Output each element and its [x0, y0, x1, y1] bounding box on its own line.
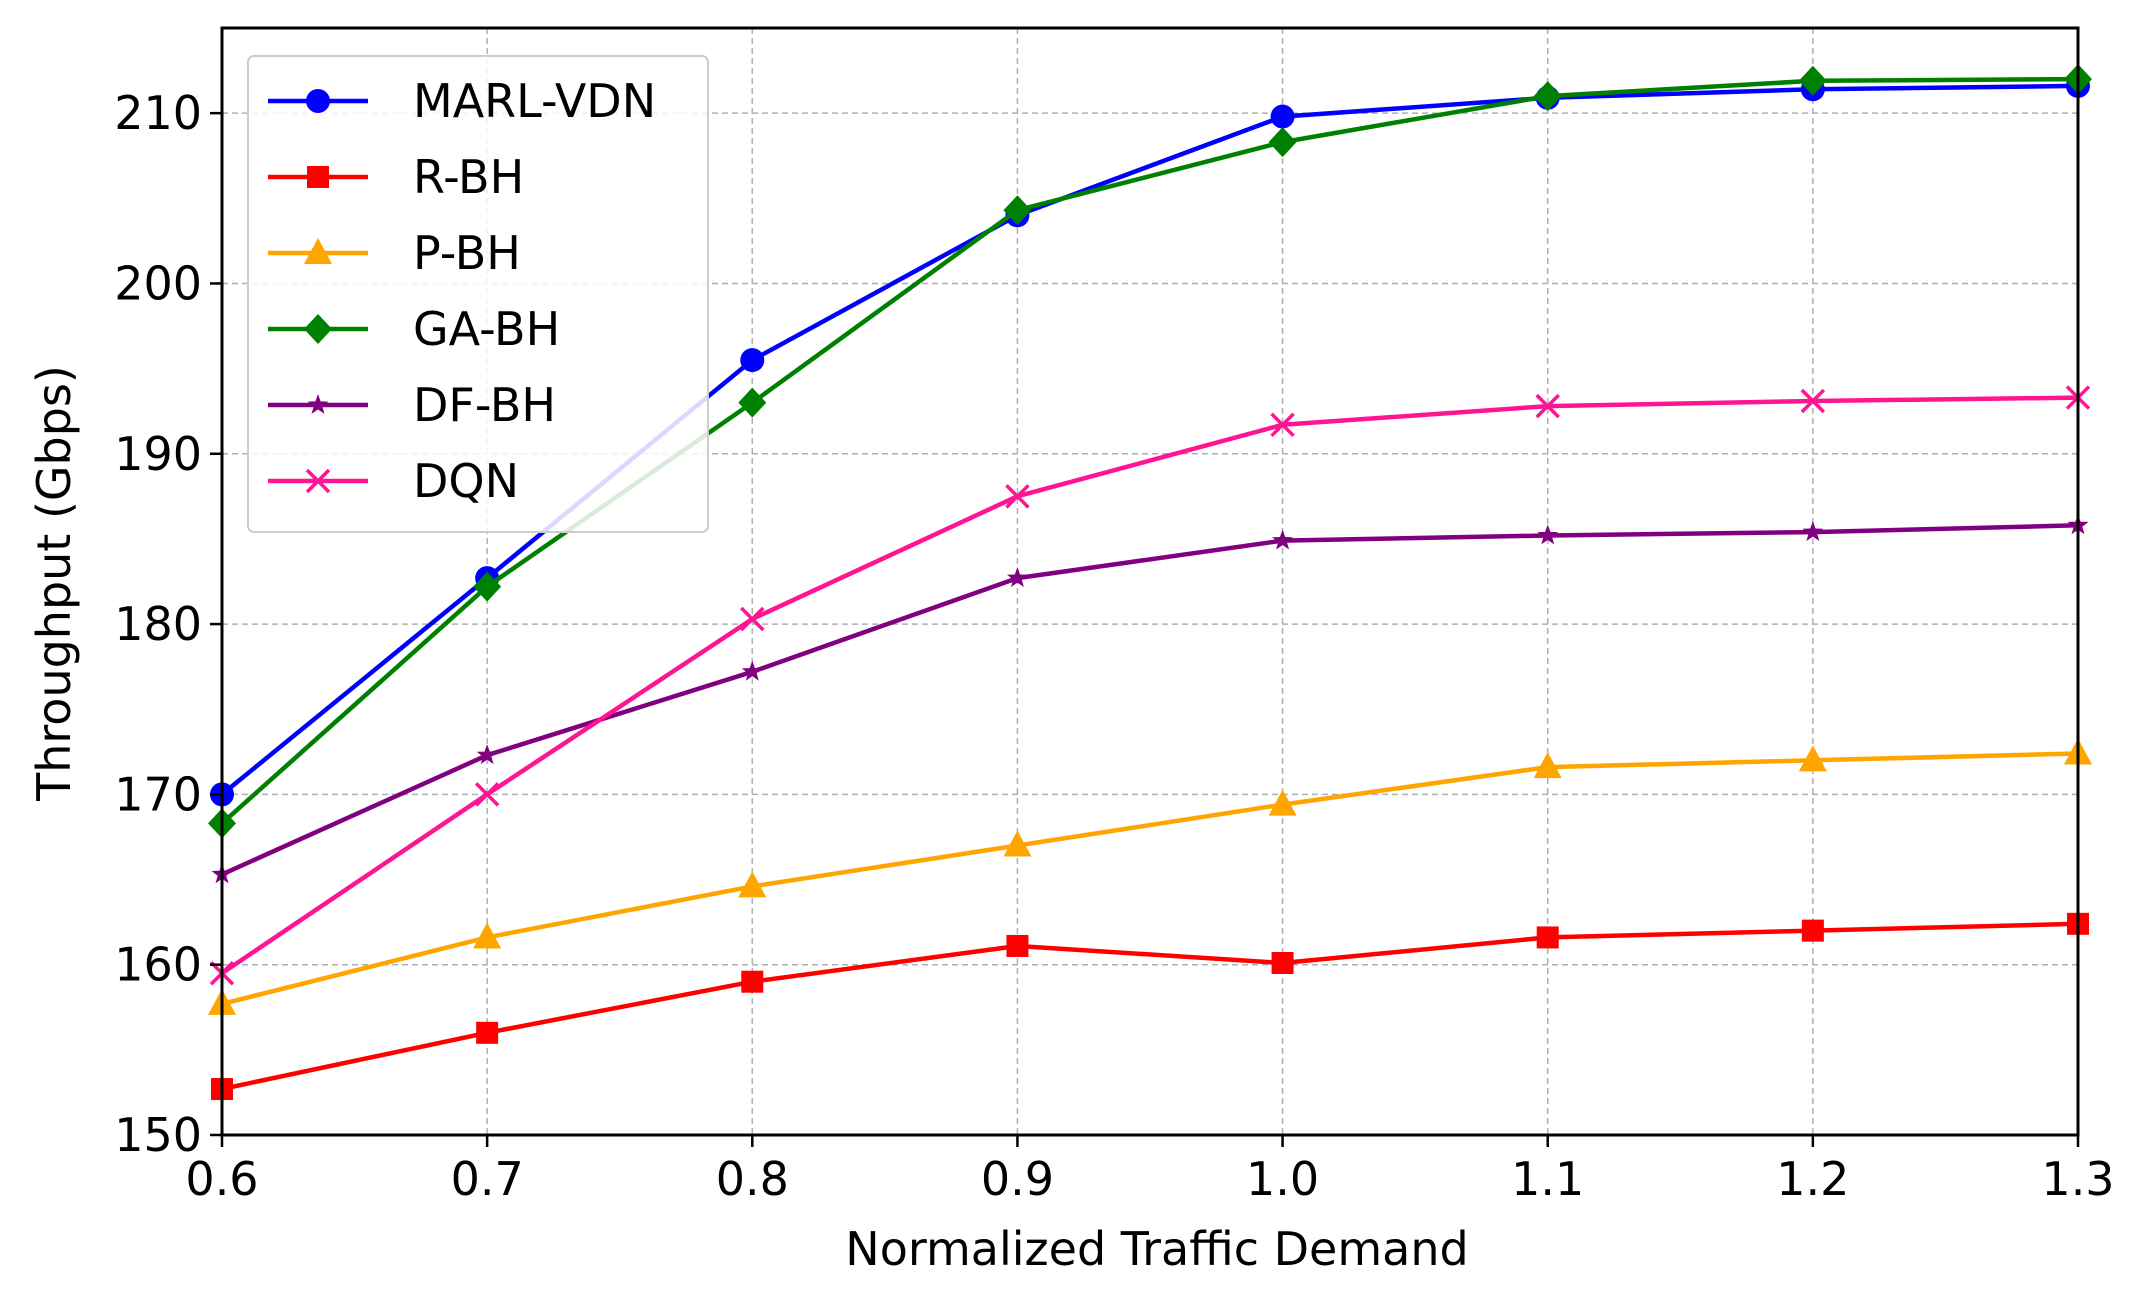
data-point — [474, 782, 500, 807]
legend-label: DF-BH — [413, 378, 556, 432]
series-line — [221, 523, 2079, 877]
series-line — [221, 921, 2079, 1092]
series-line — [220, 395, 2079, 976]
legend-label: MARL-VDN — [413, 74, 656, 128]
series-line — [220, 76, 2079, 825]
data-point — [1272, 529, 1293, 550]
series-line — [220, 83, 2079, 797]
x-tick-label: 1.3 — [2041, 1152, 2114, 1206]
legend-item: MARL-VDN — [268, 74, 656, 128]
data-point — [1005, 484, 1030, 509]
series-ga-bh — [208, 64, 2092, 839]
legend-item: DF-BH — [268, 378, 556, 432]
y-tick-label: 180 — [114, 597, 202, 651]
data-point — [473, 571, 502, 602]
data-point — [1271, 951, 1294, 974]
data-point — [1802, 521, 1824, 541]
legend-item: R-BH — [268, 150, 524, 204]
x-tick-label: 0.6 — [185, 1152, 258, 1206]
data-point — [473, 922, 502, 949]
data-point — [738, 387, 767, 418]
data-point — [1270, 104, 1295, 129]
data-point — [1537, 524, 1559, 545]
x-tick-label: 1.0 — [1246, 1152, 1319, 1206]
data-point — [740, 606, 765, 632]
legend-marker — [304, 238, 332, 264]
data-point — [1798, 745, 1827, 772]
series-line — [221, 751, 2079, 1007]
legend-item: P-BH — [268, 226, 521, 280]
data-point — [1798, 65, 1827, 96]
legend-marker — [305, 468, 331, 494]
x-axis-label: Normalized Traffic Demand — [845, 1222, 1468, 1276]
x-tick-label: 0.8 — [716, 1152, 789, 1206]
y-tick-label: 190 — [114, 427, 202, 481]
legend-label: DQN — [413, 454, 519, 508]
data-point — [1270, 412, 1295, 438]
legend-item: DQN — [268, 454, 519, 508]
data-point — [1006, 934, 1029, 957]
legend: MARL-VDN R-BH P-BH GA-BH DF-BH DQN — [247, 55, 709, 533]
data-point — [1535, 393, 1560, 419]
series-marl-vdn — [210, 73, 2090, 807]
data-point — [1533, 752, 1562, 779]
x-tick-label: 0.7 — [451, 1152, 524, 1206]
data-point — [1800, 388, 1826, 414]
data-point — [1801, 919, 1824, 942]
legend-marker — [307, 166, 329, 188]
data-point — [1003, 830, 1032, 857]
x-tick-label: 0.9 — [981, 1152, 1054, 1206]
y-tick-label: 170 — [114, 767, 202, 821]
data-point — [476, 744, 498, 765]
data-point — [1007, 567, 1028, 587]
data-point — [1536, 926, 1559, 949]
legend-marker — [306, 89, 330, 113]
y-tick-label: 150 — [114, 1108, 202, 1162]
y-axis-label: Throughput (Gbps) — [27, 365, 81, 802]
y-tick-label: 210 — [114, 86, 202, 140]
y-tick-label: 160 — [114, 938, 202, 992]
series-dqn — [209, 385, 2091, 986]
plot-frame — [220, 26, 2080, 1137]
data-point — [1003, 195, 1032, 226]
x-tick-label: 1.2 — [1776, 1152, 1849, 1206]
data-point — [1268, 789, 1297, 816]
data-point — [740, 348, 765, 373]
data-point — [476, 1021, 499, 1044]
legend-marker — [307, 394, 329, 414]
legend-label: R-BH — [413, 150, 524, 204]
data-point — [1268, 127, 1297, 158]
legend-label: P-BH — [413, 226, 521, 280]
y-tick-label: 200 — [114, 256, 202, 310]
data-point — [741, 970, 764, 993]
data-point — [1533, 81, 1562, 112]
ticks: 0.6 0.7 0.8 0.9 1.0 1.1 1.2 1.3 150 160 170 180 190 2… — [114, 86, 2114, 1206]
legend-label: GA-BH — [413, 302, 560, 356]
x-tick-label: 1.1 — [1511, 1152, 1584, 1206]
legend-marker — [304, 314, 332, 344]
data-point — [741, 660, 763, 681]
legend-item: GA-BH — [268, 302, 560, 356]
data-point — [738, 871, 767, 898]
